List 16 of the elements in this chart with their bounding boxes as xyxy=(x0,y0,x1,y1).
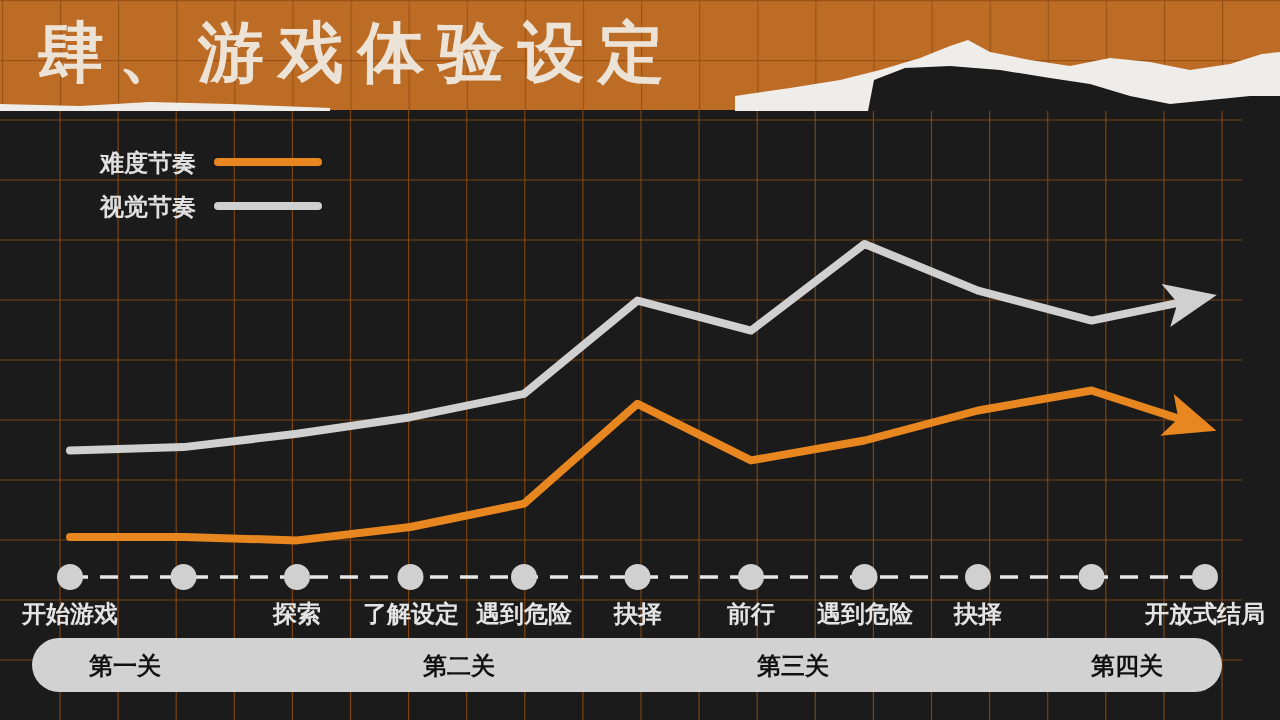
x-tick-label: 前行 xyxy=(727,599,775,627)
x-tick-label: 抉择 xyxy=(613,599,662,627)
x-tick-label: 开放式结局 xyxy=(1145,599,1265,627)
title: 肆、游戏体验设定 xyxy=(38,15,678,89)
annotation: 第一关 xyxy=(89,651,161,679)
x-tick-label: 抉择 xyxy=(954,599,1002,627)
x-tick-label: 开始游戏 xyxy=(22,599,118,627)
legend-text: 视觉节奏 xyxy=(100,192,196,220)
x-tick-label: 了解设定 xyxy=(362,599,459,627)
x-tick-label: 探索 xyxy=(273,599,321,627)
x-tick-label: 遇到危险 xyxy=(816,599,913,627)
x-tick-label: 遇到危险 xyxy=(476,599,572,627)
annotation: 第二关 xyxy=(423,651,495,679)
legend-text: 难度节奏 xyxy=(100,148,196,176)
annotation: 第三关 xyxy=(757,651,829,679)
annotation: 第四关 xyxy=(1091,651,1163,679)
